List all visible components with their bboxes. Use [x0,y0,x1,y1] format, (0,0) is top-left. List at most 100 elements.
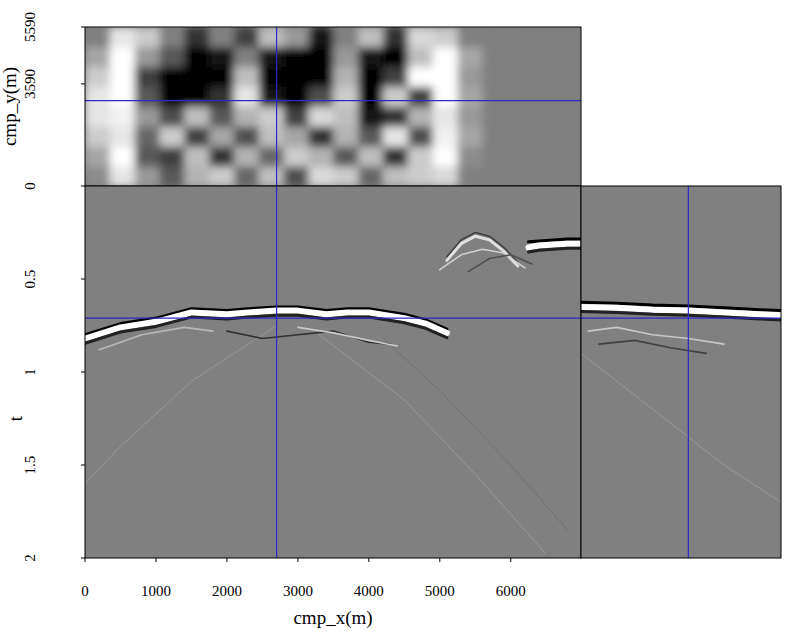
cell [408,146,433,166]
cell [557,27,581,47]
cell [259,106,284,126]
cell [234,126,259,146]
reflectors [85,233,581,555]
cell [284,27,309,47]
series-line [599,340,706,353]
cell [160,106,185,126]
cell [184,126,209,146]
cell [532,27,557,47]
cell [110,166,135,186]
plot-background [581,186,781,558]
cell [532,146,557,166]
series-line [227,331,390,344]
cell [209,106,234,126]
x-tick-label: 2000 [212,583,242,599]
y-tick-label: 1.5 [22,456,38,475]
cell [309,106,334,126]
cell [85,67,110,87]
cell [85,106,110,126]
cell [482,106,507,126]
cell [309,47,334,67]
cell [482,27,507,47]
cell [135,126,160,146]
cell [408,86,433,106]
cell [110,106,135,126]
cell [532,126,557,146]
x-tick-label: 6000 [496,583,526,599]
cell [408,27,433,47]
cell [557,47,581,67]
cell [358,106,383,126]
x-tick [297,558,298,562]
crosshair-y [581,317,781,318]
x-tick-label: 0 [81,583,89,599]
cell [234,146,259,166]
series-line [581,353,781,502]
cell [110,126,135,146]
cell [234,106,259,126]
cell [284,67,309,87]
reflectors [581,302,781,502]
cell [184,67,209,87]
cell [209,86,234,106]
cell [135,106,160,126]
series-line [447,236,518,266]
cell [259,126,284,146]
cell [209,67,234,87]
plot-area [85,186,581,558]
cell [433,67,458,87]
cell [507,166,532,186]
cell [135,146,160,166]
cell [482,47,507,67]
frame [85,27,581,186]
cell [408,106,433,126]
cell [85,86,110,106]
cell [433,166,458,186]
cell [458,27,483,47]
cell [383,47,408,67]
cell [160,47,185,67]
y-axis-title: cmp_y(m) [0,67,21,146]
x-tick-label: 1000 [141,583,171,599]
cell [184,106,209,126]
cell [184,86,209,106]
x-tick-label: 4000 [354,583,384,599]
plot-background [85,27,581,186]
plot-area [581,186,781,558]
y-tick [81,465,85,466]
series-line [581,312,781,320]
series-line [529,248,582,252]
cell [358,47,383,67]
cell [333,67,358,87]
y-tick-label: 0.5 [22,270,38,289]
cell [482,86,507,106]
cell [85,146,110,166]
x-tick [510,558,511,562]
cell [85,126,110,146]
y-tick [81,372,85,373]
cell [507,27,532,47]
series-line [319,335,546,555]
series-line [383,339,568,531]
cell [309,67,334,87]
crosshair-y [85,100,581,101]
cell [160,27,185,47]
x-tick [85,558,86,562]
cell [160,166,185,186]
cell [110,67,135,87]
cell [383,126,408,146]
cell [433,146,458,166]
cell [160,67,185,87]
cell [532,166,557,186]
x-tick [155,558,156,562]
cell [458,86,483,106]
cell [209,166,234,186]
cell [209,126,234,146]
cell [284,86,309,106]
cell [383,67,408,87]
cell [259,166,284,186]
cell [234,67,259,87]
cell [234,166,259,186]
crosshair-x [276,186,277,558]
cell [85,166,110,186]
